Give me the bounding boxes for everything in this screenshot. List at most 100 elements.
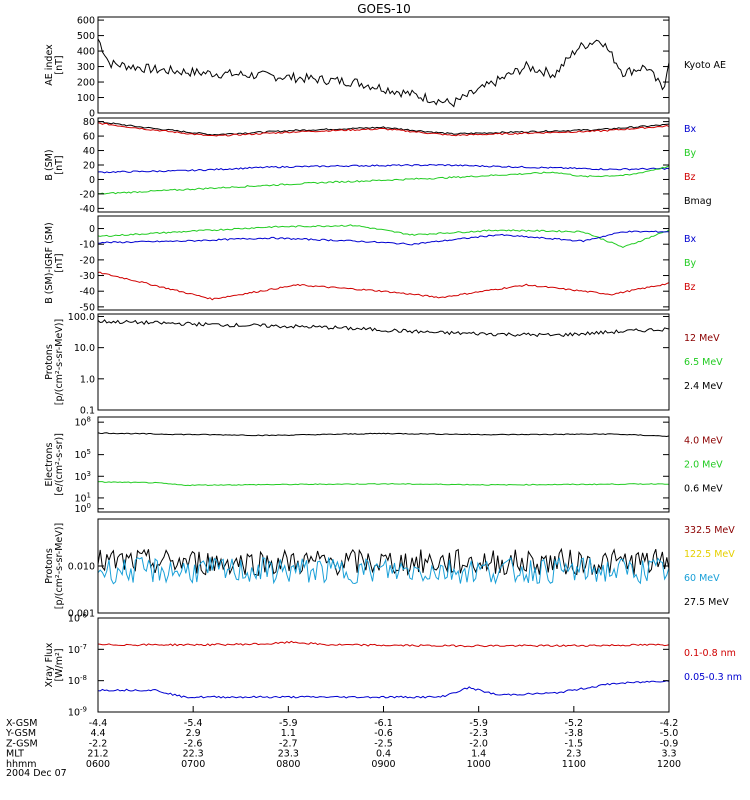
legend-entry: 2.4 MeV: [684, 381, 723, 392]
orbit-row-label: Z-GSM: [6, 738, 38, 749]
date-label: 2004 Dec 07: [6, 768, 67, 779]
y-tick-label: 0: [89, 109, 95, 120]
y-tick-label: 105: [74, 448, 91, 461]
series-group: [98, 319, 669, 338]
orbit-cell: 2.3: [566, 749, 581, 760]
y-tick-label: 80: [83, 117, 95, 128]
series-group: [98, 120, 669, 195]
y-tick-label: 200: [77, 78, 95, 89]
y-tick-label: -30: [79, 271, 95, 282]
y-axis-label: Protons: [44, 344, 55, 380]
y-axis-label: [nT]: [54, 155, 65, 174]
y-tick-label: -40: [79, 287, 95, 298]
orbit-cell: 1.1: [281, 728, 296, 739]
orbit-cell: 3.3: [661, 749, 676, 760]
orbit-cell: 0600: [86, 759, 110, 770]
y-tick-label: 103: [74, 470, 91, 483]
orbit-cell: 1.4: [471, 749, 486, 760]
y-axis-label: B (SM)-IGRF (SM): [44, 222, 55, 304]
y-tick-label: -40: [79, 204, 95, 215]
series-group: [98, 224, 669, 301]
orbit-cell: -1.5: [565, 738, 584, 749]
series-line-bx: [98, 163, 669, 174]
y-axis-label: B (SM): [44, 149, 55, 180]
y-tick-label: 500: [77, 31, 95, 42]
orbit-cell: 0.4: [376, 749, 391, 760]
series-line-0-1-0-8-nm: [98, 640, 669, 648]
y-tick-label: 1.0: [80, 374, 95, 385]
legend-entry: 12 MeV: [684, 333, 720, 344]
legend-entry: Bz: [684, 172, 696, 183]
plot-frame: [97, 518, 670, 614]
orbit-cell: -2.7: [279, 738, 298, 749]
orbit-cell: -5.0: [660, 728, 679, 739]
series-line-2-0-mev: [98, 481, 669, 487]
y-axis-label: Protons: [44, 548, 55, 584]
orbit-cell: 1200: [657, 759, 681, 770]
orbit-cell: -3.8: [565, 728, 584, 739]
legend-entry: Bx: [684, 124, 697, 135]
legend-entry: 27.5 MeV: [684, 597, 729, 608]
y-tick-label: 600: [77, 16, 95, 27]
y-tick-label: -20: [79, 255, 95, 266]
y-axis-label: [e/(cm²-s-sr)]: [54, 433, 65, 496]
orbit-cell: -2.0: [469, 738, 488, 749]
orbit-cell: -2.3: [469, 728, 488, 739]
series-group: [98, 432, 669, 487]
series-line-bz: [98, 271, 669, 301]
orbit-cell: 23.3: [278, 749, 299, 760]
legend-entry: 0.1-0.8 nm: [684, 648, 736, 659]
plot-frame: [97, 416, 670, 513]
legend-entry: Kyoto AE: [684, 60, 726, 71]
y-axis-label: Electrons: [44, 442, 55, 486]
series-line-0-05-0-3-nm: [98, 680, 669, 699]
orbit-cell: 1000: [467, 759, 491, 770]
y-axis-label: [nT]: [54, 253, 65, 272]
orbit-table: X-GSM -4.4 -5.4 -5.9 -6.1 -5.9 -5.2 -4.2 Y-GSM 4.…: [5, 706, 681, 770]
orbit-cell: -4.2: [660, 718, 679, 729]
series-group: [98, 547, 669, 585]
orbit-cell: 2.9: [186, 728, 201, 739]
legend-entry: By: [684, 148, 697, 159]
y-tick-label: 40: [83, 146, 95, 157]
y-tick-label: 100.0: [68, 312, 95, 323]
plot-frame: [97, 215, 670, 311]
y-tick-label: 100: [74, 502, 91, 515]
y-tick-label: -10: [79, 240, 95, 251]
y-tick-label: 0.001: [68, 609, 95, 620]
y-tick-label: 10-8: [68, 674, 87, 687]
plot-frame: [97, 617, 670, 713]
y-tick-label: 108: [74, 416, 91, 429]
y-tick-label: 60: [83, 132, 95, 143]
y-tick-label: 0: [89, 175, 95, 186]
legend-entry: Bmag: [684, 196, 712, 207]
orbit-cell: 0900: [371, 759, 395, 770]
orbit-cell: 0800: [276, 759, 300, 770]
series-line-60-mev: [98, 556, 669, 585]
orbit-cell: -6.1: [374, 718, 393, 729]
y-tick-label: 10-6: [68, 612, 88, 625]
orbit-cell: 0700: [181, 759, 205, 770]
orbit-cell: -5.9: [279, 718, 298, 729]
y-tick-label: 10-9: [68, 706, 87, 719]
orbit-row-label: MLT: [6, 749, 24, 760]
legend-entry: 332.5 MeV: [684, 525, 735, 536]
y-tick-label: 10-7: [68, 643, 87, 656]
y-tick-label: 10.0: [74, 343, 95, 354]
y-tick-label: 0.1: [80, 406, 95, 417]
y-tick-label: 100: [77, 93, 95, 104]
series-line-kyoto-ae: [98, 38, 669, 108]
y-tick-label: 20: [83, 161, 95, 172]
orbit-row-label: Y-GSM: [5, 728, 36, 739]
series-line-by: [98, 165, 669, 195]
series-line-bmag: [98, 120, 669, 136]
y-tick-label: 0: [89, 224, 95, 235]
series-line-2-4-mev: [98, 319, 669, 338]
orbit-cell: -4.4: [89, 718, 108, 729]
legend-entry: Bx: [684, 234, 697, 245]
y-axis-label: [p/(cm²-s-sr-MeV)]: [54, 319, 65, 405]
series-group: [98, 640, 669, 699]
y-tick-label: -50: [79, 302, 95, 313]
